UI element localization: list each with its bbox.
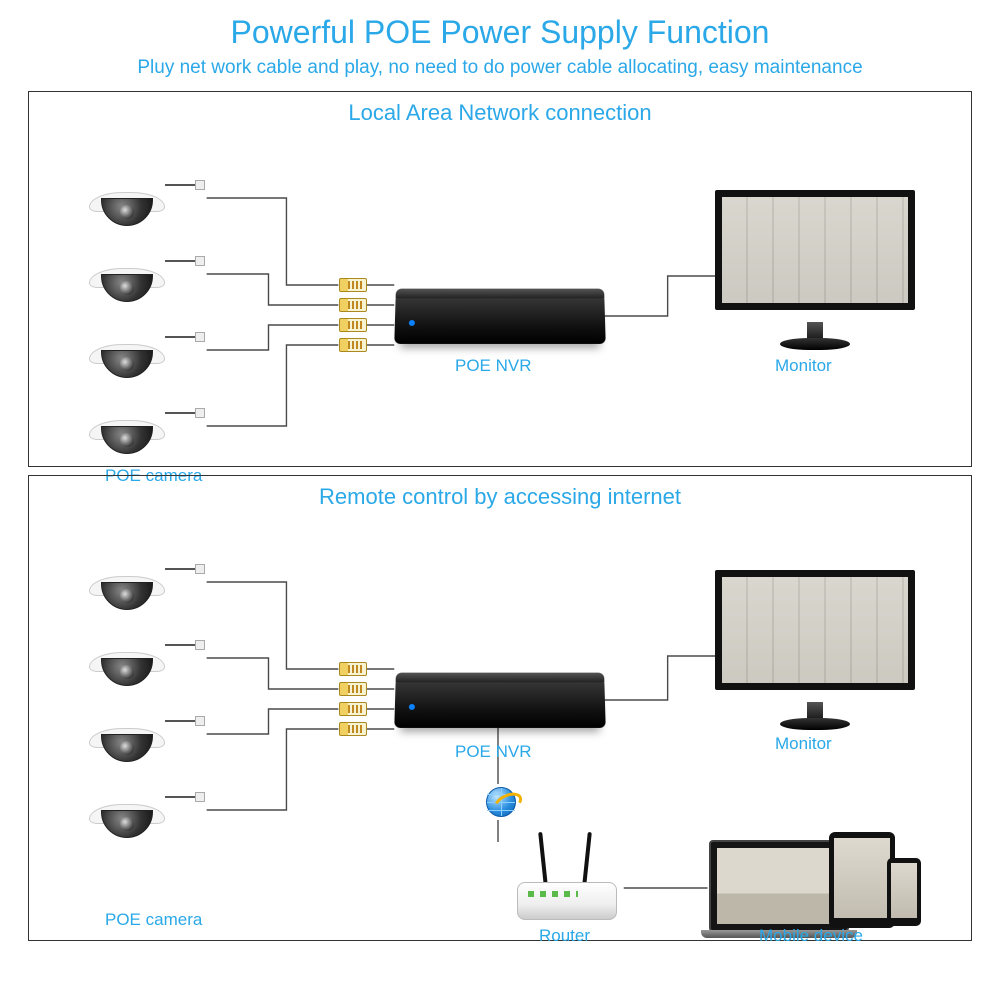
dome-camera-icon bbox=[83, 320, 171, 378]
panel-lan-title: Local Area Network connection bbox=[29, 92, 971, 126]
monitor-icon bbox=[715, 570, 915, 730]
dome-camera-icon bbox=[83, 552, 171, 610]
label-poe-camera: POE camera bbox=[105, 910, 202, 930]
rj45-connector-icon bbox=[339, 318, 367, 332]
dome-camera-icon bbox=[83, 168, 171, 226]
label-monitor: Monitor bbox=[775, 734, 832, 754]
label-mobile-device: Mobile device bbox=[759, 926, 863, 946]
monitor-icon bbox=[715, 190, 915, 350]
panel-remote-title: Remote control by accessing internet bbox=[29, 476, 971, 510]
rj45-connector-icon bbox=[339, 278, 367, 292]
page-title: Powerful POE Power Supply Function bbox=[0, 0, 1000, 51]
rj45-connector-icon bbox=[339, 682, 367, 696]
router-icon bbox=[507, 830, 627, 920]
dome-camera-icon bbox=[83, 244, 171, 302]
rj45-connector-icon bbox=[339, 702, 367, 716]
label-poe-nvr: POE NVR bbox=[455, 742, 532, 762]
panel-lan: Local Area Network connection POE camera… bbox=[28, 91, 972, 467]
label-monitor: Monitor bbox=[775, 356, 832, 376]
nvr-box-icon bbox=[394, 678, 605, 728]
dome-camera-icon bbox=[83, 704, 171, 762]
mobile-devices-icon bbox=[709, 802, 929, 932]
page-subtitle: Pluy net work cable and play, no need to… bbox=[0, 57, 1000, 79]
panel-remote: Remote control by accessing internet POE… bbox=[28, 475, 972, 941]
rj45-connector-icon bbox=[339, 662, 367, 676]
rj45-connector-icon bbox=[339, 338, 367, 352]
panel-remote-body: POE camera POE NVR Monitor Router Mobile… bbox=[29, 510, 971, 940]
rj45-connector-icon bbox=[339, 722, 367, 736]
dome-camera-icon bbox=[83, 780, 171, 838]
internet-globe-icon bbox=[483, 784, 519, 820]
label-router: Router bbox=[539, 926, 590, 946]
dome-camera-icon bbox=[83, 628, 171, 686]
nvr-box-icon bbox=[394, 294, 605, 344]
dome-camera-icon bbox=[83, 396, 171, 454]
label-poe-nvr: POE NVR bbox=[455, 356, 532, 376]
rj45-connector-icon bbox=[339, 298, 367, 312]
panel-lan-body: POE camera POE NVR Monitor bbox=[29, 126, 971, 466]
